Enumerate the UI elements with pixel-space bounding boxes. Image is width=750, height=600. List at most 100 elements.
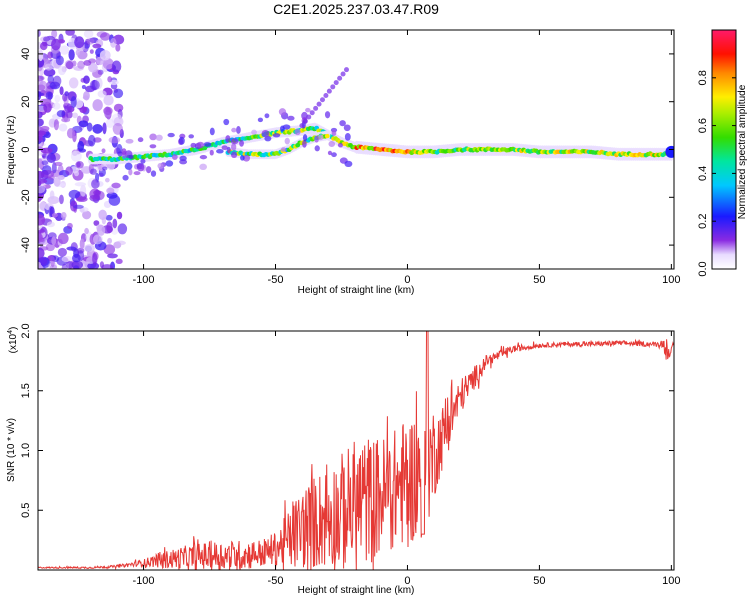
spectrogram-cell: [47, 74, 54, 84]
spectrogram-cell: [155, 134, 163, 141]
spectrogram-cell: [68, 77, 79, 89]
x-tick-label: 50: [533, 575, 545, 587]
spectrogram-heatmap: [38, 30, 674, 269]
spectrogram-cell: [43, 68, 56, 77]
spectrogram-cell: [344, 160, 353, 168]
x-tick-label: -100: [133, 274, 155, 286]
spectrogram-cell: [92, 252, 98, 265]
spectrogram-cell: [68, 49, 75, 61]
y-tick-label: 2.0: [20, 323, 32, 338]
spectrogram-cell: [196, 141, 205, 149]
spectrogram-cell: [314, 135, 319, 143]
spectrogram-cell: [314, 145, 320, 152]
spectrogram-cell: [306, 114, 312, 120]
spectrogram-cell: [83, 90, 90, 101]
spectrogram-cell: [337, 75, 343, 81]
spectrogram-cell: [102, 58, 114, 70]
spectrogram-cell: [112, 218, 118, 229]
spectrogram-cell: [199, 154, 208, 160]
spectrogram-cell: [261, 129, 270, 138]
spectrogram-cell: [51, 236, 57, 246]
spectrogram-cell: [103, 94, 114, 106]
spectrogram-cell: [86, 37, 95, 45]
spectrogram-cell: [66, 261, 74, 269]
spectrogram-cell: [40, 147, 53, 154]
y-tick-label: 0.5: [20, 503, 32, 518]
x-tick-label: 0: [404, 575, 410, 587]
spectrogram-cell: [46, 221, 55, 228]
spectrogram-cell: [91, 179, 100, 189]
spectrogram-cell: [89, 49, 94, 54]
spectrogram-cell: [145, 166, 152, 174]
spectrogram-cell: [323, 92, 329, 98]
spectrogram-cell: [38, 131, 43, 142]
spectrogram-cell: [140, 158, 146, 164]
spectrogram-cell: [43, 101, 52, 113]
x-tick-label: -50: [268, 575, 284, 587]
spectrogram-cell: [101, 216, 107, 225]
spectrogram-cell: [52, 102, 61, 110]
spectrogram-cell: [61, 255, 73, 263]
spectrogram-y-label: Frequency (Hz): [6, 116, 17, 185]
spectrogram-cell: [38, 232, 43, 242]
spectrogram-cell: [90, 168, 97, 175]
spectrogram-cell: [92, 43, 102, 49]
spectrogram-cell: [86, 122, 93, 132]
spectrogram-cell: [137, 137, 144, 143]
colorbar-axis: 0.0 0.2 0.4 0.6 0.8: [697, 70, 736, 277]
spectrogram-cell: [278, 108, 287, 116]
spectrogram-cell: [70, 96, 77, 108]
spectrogram-cell: [58, 123, 68, 132]
spectrogram-cell: [73, 265, 80, 269]
spectrogram-cell: [230, 151, 238, 159]
spectrogram-cell: [299, 123, 305, 129]
spectrogram-cell: [54, 161, 63, 166]
spectrogram-cell: [264, 135, 272, 142]
spectrogram-cell: [216, 149, 224, 154]
spectrogram-cell: [105, 177, 110, 183]
y-tick-label: 0: [20, 146, 32, 152]
spectrogram-cell: [58, 194, 64, 205]
x-tick-label: 100: [662, 274, 680, 286]
spectrogram-cell: [38, 30, 41, 37]
spectrogram-cell: [101, 166, 108, 171]
colorbar-label: Normalized spectral amplitude: [737, 84, 748, 219]
spectrogram-cell: [50, 256, 55, 268]
spectrogram-cell: [38, 111, 43, 119]
spectrogram-cell: [121, 148, 127, 155]
spectrogram-cell: [61, 263, 68, 269]
colorbar-tick-label: 0.8: [697, 70, 709, 85]
spectrogram-cell: [83, 30, 94, 39]
spectrogram-cell: [337, 142, 343, 148]
spectrogram-cell: [46, 153, 56, 164]
spectrogram-cell: [52, 75, 62, 87]
colorbar-tick-label: 0.2: [697, 214, 709, 229]
spectrogram-x-label: Height of straight line (km): [298, 285, 415, 296]
spectrogram-cell: [83, 59, 92, 66]
spectrogram-x-axis: -100 -50 0 50 100: [133, 30, 681, 286]
x-tick-label: 50: [533, 274, 545, 286]
spectrogram-cell: [344, 132, 351, 141]
y-tick-label: 40: [20, 48, 32, 60]
spectrogram-cell: [133, 171, 141, 176]
spectrogram-cell: [316, 101, 322, 107]
spectrogram-cell: [302, 139, 307, 148]
spectrogram-cell: [48, 205, 53, 218]
spectrogram-cell: [77, 140, 85, 152]
spectrogram-cell: [99, 49, 111, 61]
y-tick-label: 1.5: [20, 383, 32, 398]
spectrogram-cell: [167, 132, 175, 138]
spectrogram-cell: [40, 125, 50, 132]
spectrogram-cell: [343, 67, 349, 73]
spectrogram-cell: [128, 154, 134, 160]
spectrogram-cell: [178, 136, 185, 145]
spectrogram-cell: [317, 134, 324, 141]
spectrogram-cell: [88, 62, 98, 73]
spectrogram-cell: [157, 162, 164, 169]
spectrogram-cell: [264, 113, 270, 119]
spectrogram-cell: [41, 160, 49, 166]
spectrogram-cell: [343, 124, 351, 132]
spectrogram-cell: [58, 39, 66, 44]
spectrogram-cell: [78, 120, 89, 128]
spectrogram-cell: [74, 36, 85, 49]
